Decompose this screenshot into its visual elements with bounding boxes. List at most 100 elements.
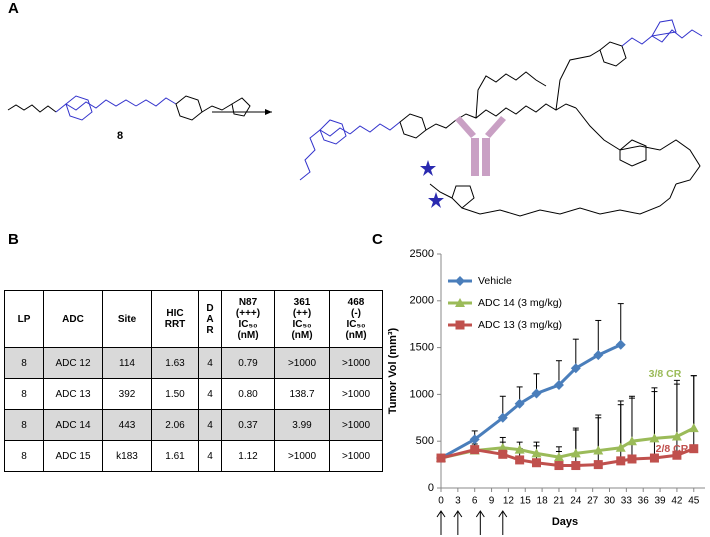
x-tick-label: 36 bbox=[638, 496, 650, 507]
x-tick-label: 30 bbox=[604, 496, 616, 507]
table-row: 8 ADC 13 392 1.50 4 0.80 138.7 >1000 bbox=[4, 378, 383, 410]
marker bbox=[497, 412, 508, 423]
marker bbox=[627, 454, 637, 464]
x-tick-label: 9 bbox=[489, 496, 495, 507]
y-tick-label: 0 bbox=[428, 482, 434, 494]
table-cell: 0.80 bbox=[221, 378, 275, 410]
marker bbox=[615, 442, 626, 452]
marker bbox=[571, 461, 581, 471]
marker bbox=[531, 388, 542, 399]
table-cell: 443 bbox=[102, 409, 152, 441]
x-tick-label: 21 bbox=[553, 496, 565, 507]
marker bbox=[570, 448, 581, 458]
table-cell: 2.06 bbox=[151, 409, 199, 441]
annotation: 3/8 CR bbox=[649, 368, 682, 380]
marker bbox=[514, 444, 525, 454]
panel-label: A bbox=[8, 0, 19, 17]
table-cell: 3.99 bbox=[274, 409, 330, 441]
marker bbox=[672, 450, 682, 460]
marker bbox=[498, 449, 508, 459]
header-text: LP bbox=[17, 313, 31, 325]
reaction-arrow bbox=[212, 109, 272, 115]
header-text: (nM) bbox=[345, 330, 367, 341]
x-tick-label: 3 bbox=[455, 496, 461, 507]
marker bbox=[593, 350, 604, 361]
compound-label: 8 bbox=[117, 130, 123, 142]
marker bbox=[470, 445, 480, 455]
marker bbox=[615, 339, 626, 350]
star-icons bbox=[420, 160, 444, 208]
structure-8 bbox=[7, 95, 251, 121]
header-text: (-) bbox=[351, 308, 361, 319]
header-cell: 468 (-) IC₅₀ (nM) bbox=[329, 290, 383, 348]
table-cell: k183 bbox=[102, 440, 152, 472]
annotation: 2/8 CR bbox=[656, 443, 689, 455]
header-cell: N87 (+++) IC₅₀ (nM) bbox=[221, 290, 275, 348]
x-tick-label: 45 bbox=[688, 496, 700, 507]
marker bbox=[469, 434, 480, 445]
marker bbox=[688, 423, 699, 433]
marker bbox=[593, 460, 603, 470]
table-cell: 4 bbox=[198, 378, 222, 410]
marker bbox=[455, 298, 465, 307]
marker bbox=[531, 458, 541, 468]
marker bbox=[515, 455, 525, 465]
table-cell: 4 bbox=[198, 409, 222, 441]
header-text: Site bbox=[117, 313, 137, 325]
header-text: HIC bbox=[166, 308, 184, 319]
y-tick-label: 2000 bbox=[410, 295, 434, 307]
header-text: (nM) bbox=[291, 330, 313, 341]
marker bbox=[616, 456, 626, 466]
table-cell: 1.12 bbox=[221, 440, 275, 472]
x-tick-label: 39 bbox=[655, 496, 667, 507]
antibody-icon bbox=[455, 116, 506, 176]
table-row: 8 ADC 15 k183 1.61 4 1.12 >1000 >1000 bbox=[4, 440, 383, 472]
marker bbox=[649, 453, 659, 463]
x-tick-label: 27 bbox=[587, 496, 599, 507]
marker bbox=[553, 380, 564, 391]
y-tick-label: 2500 bbox=[410, 248, 434, 260]
table-cell: >1000 bbox=[274, 440, 330, 472]
header-cell: LP bbox=[4, 290, 44, 348]
header-text: IC₅₀ bbox=[238, 319, 258, 330]
table-cell: ADC 14 bbox=[43, 409, 103, 441]
marker bbox=[553, 452, 564, 462]
header-row: LP ADC Site HIC RRT D A R N87 (+++) IC₅₀ (nM) 361 (++… bbox=[4, 290, 383, 348]
legend-label: ADC 14 (3 mg/kg) bbox=[478, 297, 562, 309]
header-cell: Site bbox=[102, 290, 152, 348]
marker bbox=[514, 398, 525, 409]
marker bbox=[626, 436, 637, 446]
header-cell: ADC bbox=[43, 290, 103, 348]
table-cell: 114 bbox=[102, 347, 152, 379]
header-text: IC₅₀ bbox=[346, 319, 366, 330]
panel-label: C bbox=[372, 231, 383, 248]
y-tick-label: 1000 bbox=[410, 388, 434, 400]
table-cell: 8 bbox=[4, 440, 44, 472]
marker bbox=[570, 363, 581, 374]
marker bbox=[649, 433, 660, 443]
table-cell: 1.61 bbox=[151, 440, 199, 472]
table-cell: 4 bbox=[198, 440, 222, 472]
panel-label: B bbox=[8, 231, 19, 248]
table-cell: ADC 15 bbox=[43, 440, 103, 472]
x-tick-label: 12 bbox=[503, 496, 515, 507]
x-tick-label: 33 bbox=[621, 496, 633, 507]
conjugate-structure bbox=[299, 19, 703, 217]
table-row: 8 ADC 12 114 1.63 4 0.79 >1000 >1000 bbox=[4, 347, 383, 379]
table-cell: 1.50 bbox=[151, 378, 199, 410]
legend-label: ADC 13 (3 mg/kg) bbox=[478, 319, 562, 331]
header-text: 468 bbox=[347, 297, 365, 308]
header-text: IC₅₀ bbox=[292, 319, 312, 330]
table-cell: 0.79 bbox=[221, 347, 275, 379]
marker bbox=[671, 431, 682, 441]
table-cell: >1000 bbox=[329, 440, 383, 472]
header-text: RRT bbox=[164, 319, 186, 330]
dose-arrow-head bbox=[436, 510, 446, 518]
marker bbox=[455, 276, 465, 286]
adc-table: LP ADC Site HIC RRT D A R N87 (+++) IC₅₀ (nM) 361 (++… bbox=[4, 290, 383, 472]
marker bbox=[436, 453, 446, 463]
